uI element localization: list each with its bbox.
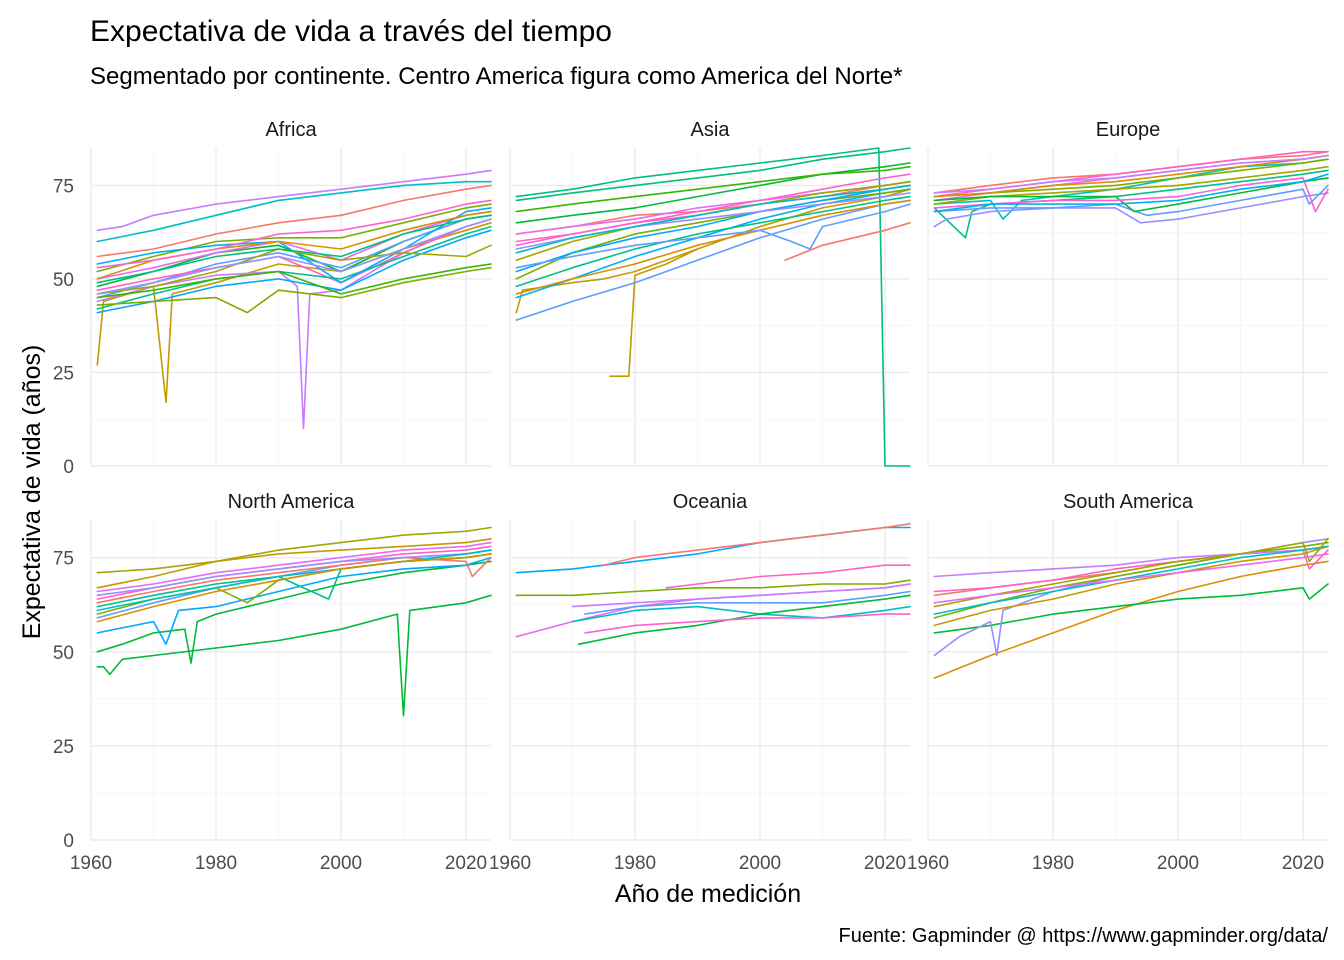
series-line <box>96 229 492 314</box>
chart-title: Expectativa de vida a través del tiempo <box>90 15 612 48</box>
x-tick-label: 2020 <box>864 853 906 874</box>
y-tick-label: 50 <box>53 270 74 291</box>
series-line <box>96 263 492 299</box>
facet-label-north-america: North America <box>228 491 356 513</box>
x-tick-label: 2000 <box>1157 853 1199 874</box>
series-line <box>933 184 1329 217</box>
series-line <box>933 560 1329 679</box>
series-line <box>96 225 492 310</box>
x-tick-label: 1960 <box>489 853 531 874</box>
x-axis-title: Año de medición <box>615 880 801 908</box>
series-line <box>515 583 911 638</box>
series-line <box>933 154 1329 194</box>
series-line <box>96 169 492 232</box>
series-line <box>96 199 492 269</box>
panel-europe: Europe <box>927 119 1329 467</box>
series-line <box>515 195 911 288</box>
facet-label-europe: Europe <box>1096 119 1161 141</box>
series-line <box>96 244 492 295</box>
series-line <box>784 222 911 261</box>
series-line <box>96 526 492 574</box>
facet-label-africa: Africa <box>265 119 317 141</box>
facet-label-oceania: Oceania <box>673 491 748 513</box>
y-tick-label: 25 <box>53 363 74 384</box>
series-line <box>96 538 492 589</box>
series-line <box>96 549 492 612</box>
series-line <box>933 169 1329 239</box>
series-line <box>578 594 911 645</box>
x-tick-label: 1960 <box>70 853 112 874</box>
series-line <box>933 173 1329 213</box>
series-line <box>515 147 911 467</box>
series-line <box>96 541 492 593</box>
y-tick-label: 75 <box>53 176 74 197</box>
series-line <box>515 173 911 247</box>
series-line <box>584 613 911 634</box>
series-line <box>96 556 492 604</box>
series-line <box>584 590 911 615</box>
y-axis-title: Expectativa de vida (años) <box>18 345 46 640</box>
x-tick-label: 1980 <box>1032 853 1074 874</box>
series-line <box>515 184 911 254</box>
series-line <box>933 177 1329 213</box>
series-line <box>96 203 492 273</box>
series-line <box>571 583 911 608</box>
y-tick-label: 75 <box>53 549 74 570</box>
series-line <box>96 556 492 645</box>
y-tick-label: 0 <box>63 831 74 852</box>
series-line <box>933 177 1329 213</box>
x-tick-label: 2020 <box>1282 853 1324 874</box>
series-line <box>603 523 911 566</box>
panel-asia: Asia <box>509 119 911 467</box>
y-tick-label: 25 <box>53 737 74 758</box>
series-line <box>515 147 911 202</box>
series-line <box>515 199 911 295</box>
series-line <box>515 579 911 597</box>
series-line <box>96 180 492 243</box>
panel-africa: Africa 0 25 50 75 <box>53 119 492 478</box>
facet-label-south-america: South America <box>1063 491 1194 513</box>
panel-north-america: North America 0 25 50 75 1960 1980 2000 2020 <box>53 491 492 874</box>
series-line <box>933 545 1329 615</box>
chart-subtitle: Segmentado por continente. Centro Americ… <box>90 63 902 90</box>
x-tick-label: 1980 <box>614 853 656 874</box>
series-line <box>96 594 492 717</box>
chart-caption: Fuente: Gapminder @ https://www.gapminde… <box>839 925 1329 947</box>
x-tick-label: 1960 <box>907 853 949 874</box>
x-tick-label: 2000 <box>320 853 362 874</box>
panel-oceania: Oceania 1960 1980 2000 2020 <box>489 491 911 874</box>
series-line <box>515 526 911 574</box>
y-tick-label: 0 <box>63 457 74 478</box>
series-line <box>665 564 911 589</box>
series-line <box>515 165 911 213</box>
x-tick-label: 2020 <box>445 853 487 874</box>
series-line <box>96 184 492 258</box>
x-tick-label: 1980 <box>195 853 237 874</box>
series-line <box>96 218 492 295</box>
series-line <box>96 266 492 314</box>
series-line <box>96 553 492 623</box>
x-tick-label: 2000 <box>739 853 781 874</box>
series-line <box>933 158 1329 220</box>
series-line <box>609 248 699 377</box>
panels: Africa 0 25 50 75 Asia Europe North America 0 25 5… <box>53 119 1329 874</box>
series-line <box>515 199 911 321</box>
y-tick-label: 50 <box>53 643 74 664</box>
series-line <box>515 188 911 314</box>
series-line <box>933 553 1329 604</box>
series-line <box>933 538 1329 657</box>
series-line <box>515 203 911 269</box>
series-line <box>96 560 492 664</box>
series-line <box>515 162 911 224</box>
series-line <box>933 192 1329 228</box>
series-line <box>96 214 492 284</box>
facet-label-asia: Asia <box>691 119 731 141</box>
series-line <box>933 538 1329 608</box>
series-line <box>933 583 1329 634</box>
series-line <box>933 545 1329 627</box>
panel-south-america: South America 1960 1980 2000 2020 <box>907 491 1329 874</box>
